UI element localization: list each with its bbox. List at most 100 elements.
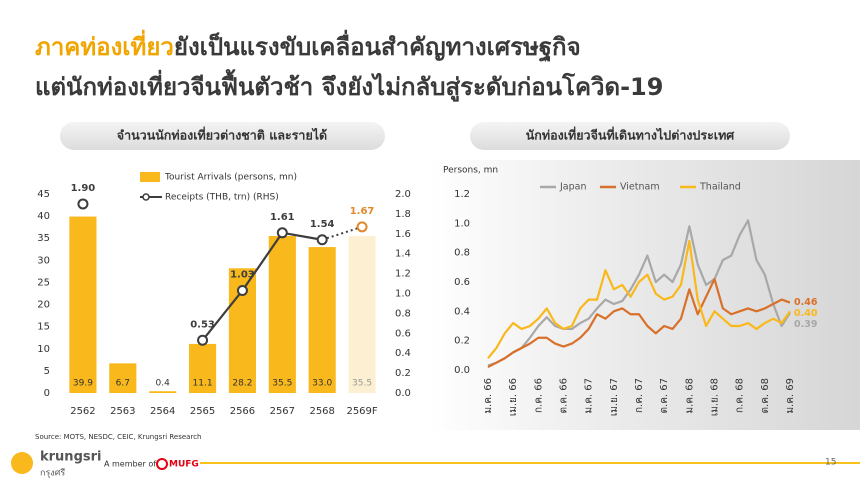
y2-tick-label: 0.6 <box>395 328 411 339</box>
page-number: 15 <box>825 458 836 468</box>
bar <box>189 343 217 393</box>
y-tick-label: 1.2 <box>454 189 470 200</box>
legend-swatch <box>140 172 160 182</box>
y-tick-label: 0 <box>44 388 50 399</box>
x-tick-label: ต.ค. 68 <box>760 378 771 413</box>
line-label: 1.54 <box>310 219 335 230</box>
legend-label: Vietnam <box>620 182 660 193</box>
source: Source: MOTS, NESDC, CEIC, Krungsri Rese… <box>35 433 201 441</box>
chart-title: นักท่องเที่ยวจีนที่เดินทางไปต่างประเทศ <box>526 127 736 143</box>
x-tick-label: ต.ค. 67 <box>659 378 670 413</box>
logo-icon <box>11 452 33 474</box>
line-label: 1.03 <box>230 270 255 281</box>
y-tick-label: 5 <box>44 366 50 377</box>
line-marker <box>77 198 89 210</box>
title-rest: ยังเป็นแรงขับเคลื่อนสำคัญทางเศรษฐกิจ <box>174 29 581 63</box>
member-text: A member of <box>104 460 156 469</box>
x-tick-label: 2568 <box>309 406 334 417</box>
legend-label: Receipts (THB, trn) (RHS) <box>165 193 279 203</box>
bar-label: 35.5 <box>352 379 372 389</box>
y-tick-label: 25 <box>37 277 50 288</box>
y-tick-label: 30 <box>37 255 50 266</box>
y-tick-label: 0.6 <box>454 277 470 288</box>
y-tick-label: 20 <box>37 300 50 311</box>
y-tick-label: 35 <box>37 233 50 244</box>
background-photo <box>430 160 860 430</box>
chart-header <box>60 122 385 150</box>
bar <box>109 363 137 393</box>
y-tick-label: 0.8 <box>454 248 470 259</box>
line-label: 0.53 <box>190 319 215 330</box>
title-line2: แต่นักท่องเที่ยวจีนฟื้นตัวช้า จึงยังไม่ก… <box>35 68 663 102</box>
bar <box>348 236 376 393</box>
end-label: 0.40 <box>794 308 818 319</box>
bar-label: 28.2 <box>232 379 252 389</box>
y-tick-label: 45 <box>37 189 50 200</box>
bar-label: 0.4 <box>156 379 171 389</box>
y-tick-label: 15 <box>37 322 50 333</box>
legend-label: Thailand <box>699 182 741 193</box>
x-tick-label: ม.ค. 68 <box>684 378 695 414</box>
line <box>487 239 791 359</box>
x-tick-label: ก.ค. 67 <box>634 378 645 413</box>
y2-tick-label: 0.8 <box>395 308 411 319</box>
brand: krungsri <box>40 450 101 465</box>
y2-tick-label: 0.0 <box>395 388 411 399</box>
line-label: 1.90 <box>71 183 96 194</box>
bar-label: 11.1 <box>193 379 213 389</box>
line-marker <box>356 221 368 233</box>
title-line1: ภาคท่องเที่ยวยังเป็นแรงขับเคลื่อนสำคัญทา… <box>35 29 581 63</box>
y-axis-title: Persons, mn <box>443 166 498 176</box>
mufg-icon <box>156 458 168 470</box>
bar <box>69 216 97 393</box>
y2-tick-label: 1.0 <box>395 289 411 300</box>
x-tick-label: ม.ค. 67 <box>584 378 595 414</box>
legend-label: Japan <box>559 182 587 193</box>
y2-tick-label: 1.4 <box>395 249 411 260</box>
title-highlight: ภาคท่องเที่ยว <box>35 29 174 61</box>
end-label: 0.39 <box>794 319 817 330</box>
y2-tick-label: 1.6 <box>395 229 411 240</box>
y2-tick-label: 1.8 <box>395 209 411 220</box>
y-tick-label: 0.4 <box>454 306 470 317</box>
x-tick-label: 2569F <box>346 406 377 417</box>
chart-header <box>470 122 790 150</box>
x-tick-label: ม.ค. 66 <box>483 378 494 414</box>
line <box>487 277 791 369</box>
x-tick-label: ก.ค. 68 <box>735 378 746 413</box>
bar-label: 6.7 <box>116 379 130 389</box>
x-tick-label: เม.ย. 66 <box>508 378 519 416</box>
end-label: 0.46 <box>794 297 818 308</box>
x-tick-label: 2563 <box>110 406 135 417</box>
line-marker <box>236 285 248 297</box>
group-text: MUFG <box>169 460 199 470</box>
line <box>201 231 323 341</box>
line-marker <box>276 227 288 239</box>
x-tick-label: 2565 <box>190 406 215 417</box>
line-label: 1.61 <box>270 212 295 223</box>
line-marker <box>316 234 328 246</box>
x-tick-label: 2562 <box>70 406 95 417</box>
x-tick-label: 2566 <box>230 406 255 417</box>
x-tick-label: เม.ย. 68 <box>710 378 721 416</box>
bar-label: 33.0 <box>312 379 332 389</box>
x-tick-label: 2567 <box>270 406 295 417</box>
x-tick-label: เม.ย. 67 <box>609 378 620 416</box>
y2-tick-label: 1.2 <box>395 269 411 280</box>
x-tick-label: ก.ค. 66 <box>533 378 544 413</box>
bar-label: 39.9 <box>73 379 93 389</box>
x-tick-label: ต.ค. 66 <box>559 378 570 413</box>
y-tick-label: 40 <box>37 211 50 222</box>
brand-thai: กรุงศรี <box>40 468 65 479</box>
legend-label: Tourist Arrivals (persons, mn) <box>164 173 297 183</box>
line-label: 1.67 <box>350 206 375 217</box>
y-tick-label: 0.2 <box>454 336 470 347</box>
x-tick-label: ม.ค. 69 <box>785 378 796 414</box>
bar <box>308 247 336 393</box>
y2-tick-label: 0.4 <box>395 348 411 359</box>
legend-marker <box>142 193 150 201</box>
y-tick-label: 0.0 <box>454 365 470 376</box>
y-tick-label: 10 <box>37 344 50 355</box>
